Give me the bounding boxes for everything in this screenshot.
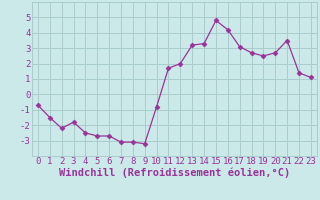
- X-axis label: Windchill (Refroidissement éolien,°C): Windchill (Refroidissement éolien,°C): [59, 168, 290, 178]
